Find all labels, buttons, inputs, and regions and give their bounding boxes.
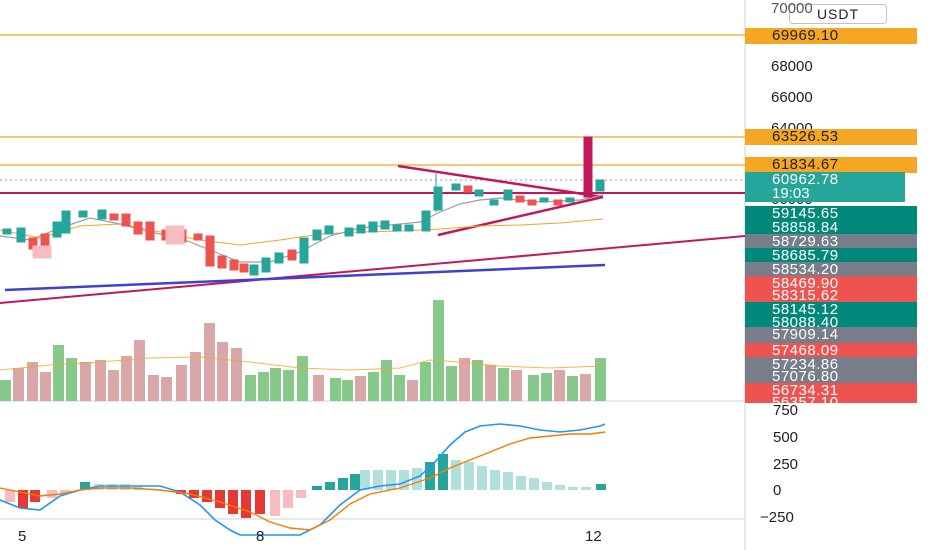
macd-axis-tick: 500 [773, 429, 799, 446]
price-label: 56357.10 [745, 395, 917, 403]
price-label: 59145.65 [745, 206, 917, 222]
time-axis-tick: 12 [585, 528, 602, 545]
price-axis-tick: 66000 [771, 89, 813, 106]
price-label-level[interactable]: 61834.67 [745, 157, 917, 173]
price-label: 58145.12 [745, 302, 917, 318]
price-label: 58685.79 [745, 248, 917, 264]
signal-line [0, 431, 606, 531]
volume-bars [0, 300, 606, 401]
macd-line [0, 423, 606, 536]
price-label: 57468.09 [745, 343, 917, 359]
price-label: 58315.62 [745, 288, 917, 304]
price-axis-tick: 68000 [771, 58, 813, 75]
currency-button[interactable]: USDT [789, 4, 887, 24]
last-price-label: 60962.78 [745, 172, 905, 188]
price-label: 57076.80 [745, 369, 917, 385]
price-label: 58729.63 [745, 234, 917, 250]
rising-trendline[interactable] [0, 235, 746, 304]
blue-trendline[interactable] [4, 263, 606, 292]
triangle-upper-line[interactable] [397, 164, 604, 199]
time-axis-tick: 5 [18, 528, 27, 545]
price-label: 58534.20 [745, 262, 917, 278]
macd-axis-tick: 0 [773, 482, 782, 499]
price-label: 58858.84 [745, 220, 917, 236]
candles [2, 136, 605, 276]
macd-axis-tick: 250 [773, 456, 799, 473]
time-axis-tick: 8 [256, 528, 265, 545]
candle-countdown: 19:03 [745, 186, 905, 202]
macd-histogram [0, 423, 606, 536]
macd-axis-tick: −250 [760, 509, 794, 526]
price-label-level[interactable]: 69969.10 [745, 28, 917, 44]
ma-slow [0, 218, 604, 246]
macd-axis-tick: 750 [773, 402, 799, 419]
triangle-lower-line[interactable] [437, 195, 604, 237]
price-label-level[interactable]: 63526.53 [745, 129, 917, 145]
price-axis-tick: 70000 [771, 0, 813, 17]
price-label: 57909.14 [745, 327, 917, 343]
